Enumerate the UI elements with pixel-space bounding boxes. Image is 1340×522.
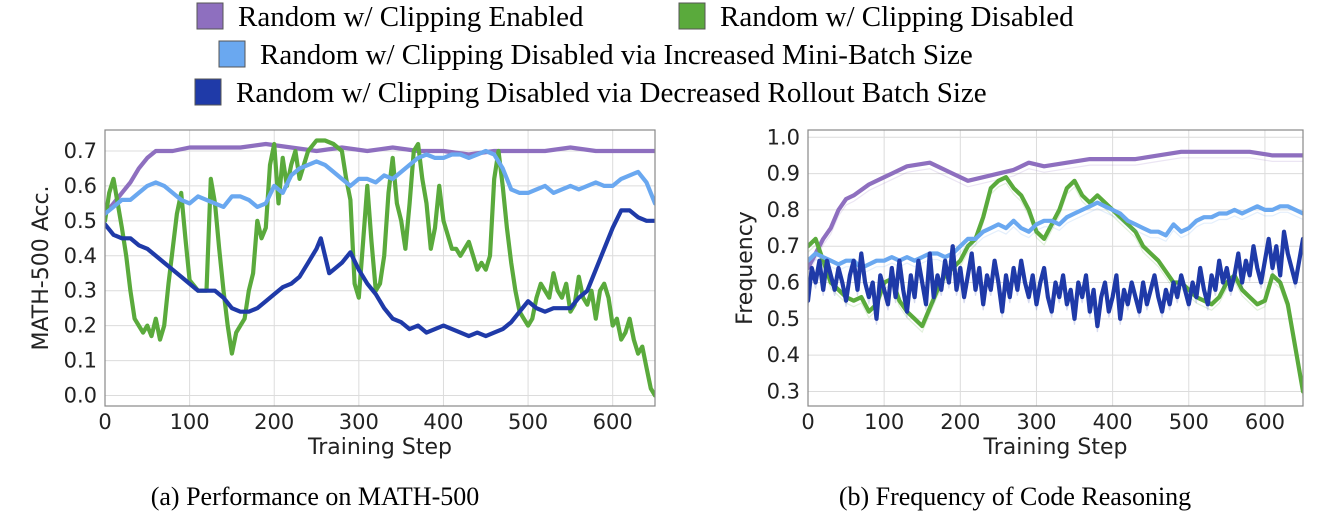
y-tick-label: 0.7: [767, 234, 800, 258]
series-line: [105, 141, 655, 216]
x-tick-label: 500: [508, 410, 548, 434]
y-axis-label: Frequency: [733, 211, 758, 325]
panel-a-math500: 0 100 200 300 400 500 600 0.0 0.1 0.2 0.3 0.4 0.5 0.6…: [29, 129, 656, 511]
legend-label: Random w/ Clipping Disabled via Decrease…: [236, 77, 987, 109]
x-tick-label: 0: [801, 410, 814, 434]
x-tick-label: 300: [1016, 410, 1056, 434]
legend-entry: Random w/ Clipping Disabled: [678, 1, 1074, 33]
series-group: [105, 138, 655, 398]
panel-caption: (a) Performance on MATH-500: [151, 482, 480, 511]
legend: Random w/ Clipping Enabled Random w/ Clip…: [194, 1, 1074, 109]
series-shadow: [808, 207, 1303, 275]
series-line: [808, 229, 1303, 329]
legend-swatch: [196, 2, 224, 30]
y-tick-label: 0.1: [64, 349, 97, 373]
x-tick-label: 100: [170, 410, 210, 434]
y-tick-label: 0.9: [767, 162, 800, 186]
series-line: [105, 148, 655, 216]
series-line: [808, 200, 1303, 271]
legend-entry: Random w/ Clipping Enabled: [196, 1, 584, 33]
series-group: [808, 149, 1303, 398]
legend-label: Random w/ Clipping Disabled via Increase…: [260, 39, 973, 71]
y-tick-label: 0.0: [64, 384, 97, 408]
y-tick-label: 0.8: [767, 198, 800, 222]
y-tick-label: 0.6: [64, 174, 97, 198]
x-tick-label: 200: [940, 410, 980, 434]
legend-label: Random w/ Clipping Enabled: [238, 1, 584, 33]
x-tick-label: 200: [254, 410, 294, 434]
y-tick-label: 0.6: [767, 271, 800, 295]
plot-area: [105, 130, 655, 406]
plot-frame: [104, 129, 656, 407]
x-tick-label: 400: [1093, 410, 1133, 434]
x-axis-label: Training Step: [307, 435, 452, 460]
legend-entry: Random w/ Clipping Disabled via Increase…: [218, 39, 973, 71]
y-tick-label: 0.2: [64, 314, 97, 338]
y-tick-label: 0.3: [767, 379, 800, 403]
legend-label: Random w/ Clipping Disabled: [720, 1, 1074, 33]
y-tick-label: 1.0: [767, 125, 800, 149]
y-tick-label: 0.5: [767, 307, 800, 331]
x-tick-label: 100: [864, 410, 904, 434]
y-tick-label: 0.4: [767, 343, 800, 367]
legend-entry: Random w/ Clipping Disabled via Decrease…: [194, 77, 987, 109]
y-tick-label: 0.3: [64, 279, 97, 303]
legend-swatch: [678, 2, 706, 30]
y-tick-label: 0.7: [64, 139, 97, 163]
x-tick-label: 400: [423, 410, 463, 434]
x-tick-label: 500: [1169, 410, 1209, 434]
y-axis-label: MATH-500 Acc.: [29, 185, 54, 350]
x-tick-label: 600: [1245, 410, 1285, 434]
x-tick-label: 600: [593, 410, 633, 434]
y-tick-label: 0.4: [64, 244, 97, 268]
series-line: [808, 149, 1303, 271]
x-axis-label: Training Step: [983, 435, 1128, 460]
panel-b-code-frequency: 0 100 200 300 400 500 600 0.3 0.4 0.5 0.6 0.7 0.8 0.9…: [733, 125, 1304, 511]
x-tick-label: 0: [98, 410, 111, 434]
legend-swatch: [218, 40, 246, 68]
series-line: [105, 208, 655, 339]
panel-caption: (b) Frequency of Code Reasoning: [839, 482, 1191, 511]
plot-frame: [807, 129, 1304, 407]
y-tick-label: 0.5: [64, 209, 97, 233]
legend-swatch: [194, 78, 222, 106]
x-tick-label: 300: [339, 410, 379, 434]
